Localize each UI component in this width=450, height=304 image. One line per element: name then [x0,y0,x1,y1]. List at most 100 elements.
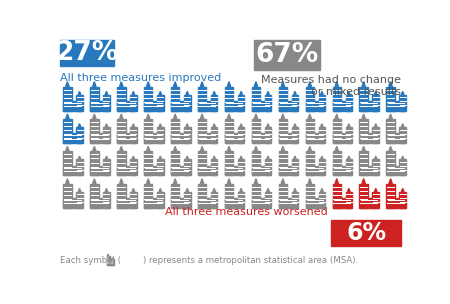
Polygon shape [240,188,243,192]
Bar [252,184,260,208]
Bar [279,101,297,111]
Bar [279,198,297,208]
Polygon shape [335,114,338,119]
Bar [144,101,162,111]
Polygon shape [78,188,81,192]
Text: All three measures worsened: All three measures worsened [165,207,328,217]
Bar [387,119,395,143]
Bar [107,261,113,265]
Polygon shape [267,124,270,127]
Bar [117,166,135,175]
Bar [387,87,395,111]
Bar [171,184,180,208]
Polygon shape [159,156,162,159]
Bar [254,40,320,70]
Bar [333,101,351,111]
Bar [265,127,271,143]
Bar [211,127,217,143]
Bar [60,40,114,66]
Polygon shape [320,156,323,159]
Bar [63,133,81,143]
Bar [360,101,378,111]
Polygon shape [374,156,377,159]
Bar [90,184,99,208]
Bar [292,127,298,143]
Bar [144,133,162,143]
Polygon shape [227,146,231,151]
Polygon shape [362,146,365,151]
Text: 27%: 27% [56,40,119,66]
Polygon shape [213,188,216,192]
Bar [225,198,243,208]
Bar [103,127,110,143]
Polygon shape [227,114,231,119]
Bar [333,87,341,111]
Bar [373,95,379,111]
Polygon shape [186,188,189,192]
Polygon shape [132,124,135,127]
Bar [292,159,298,175]
Bar [144,166,162,175]
Bar [265,192,271,208]
Polygon shape [267,188,270,192]
Polygon shape [254,114,258,119]
Bar [292,95,298,111]
Bar [306,87,314,111]
Bar [387,101,405,111]
Bar [306,101,324,111]
Bar [184,95,190,111]
Polygon shape [347,188,350,192]
Bar [319,192,325,208]
Bar [76,159,83,175]
Text: 67%: 67% [255,42,319,68]
Bar [171,151,180,175]
Bar [171,166,189,175]
Bar [373,159,379,175]
Bar [63,101,81,111]
Bar [157,95,164,111]
Bar [211,95,217,111]
Bar [63,166,81,175]
Bar [387,184,395,208]
Polygon shape [147,146,150,151]
Bar [198,151,206,175]
Bar [171,198,189,208]
Bar [211,192,217,208]
Polygon shape [308,179,311,184]
Bar [171,133,189,143]
Bar [346,192,352,208]
Polygon shape [78,124,81,127]
Polygon shape [281,146,284,151]
Polygon shape [173,146,177,151]
Bar [306,198,324,208]
Polygon shape [401,124,404,127]
Polygon shape [374,124,377,127]
Bar [265,95,271,111]
Polygon shape [93,82,96,87]
Polygon shape [93,114,96,119]
Bar [373,192,379,208]
Polygon shape [308,82,311,87]
Bar [319,127,325,143]
Polygon shape [120,146,123,151]
Bar [144,87,153,111]
Bar [319,159,325,175]
Polygon shape [227,82,231,87]
Polygon shape [186,156,189,159]
Bar [399,95,406,111]
Polygon shape [389,114,392,119]
Polygon shape [308,146,311,151]
Polygon shape [159,92,162,95]
Polygon shape [213,92,216,95]
Bar [144,151,153,175]
Polygon shape [132,92,135,95]
Polygon shape [200,114,204,119]
Bar [292,192,298,208]
Bar [90,119,99,143]
Bar [252,101,270,111]
Bar [306,184,314,208]
Polygon shape [213,156,216,159]
Bar [373,127,379,143]
Bar [90,87,99,111]
Polygon shape [389,146,392,151]
